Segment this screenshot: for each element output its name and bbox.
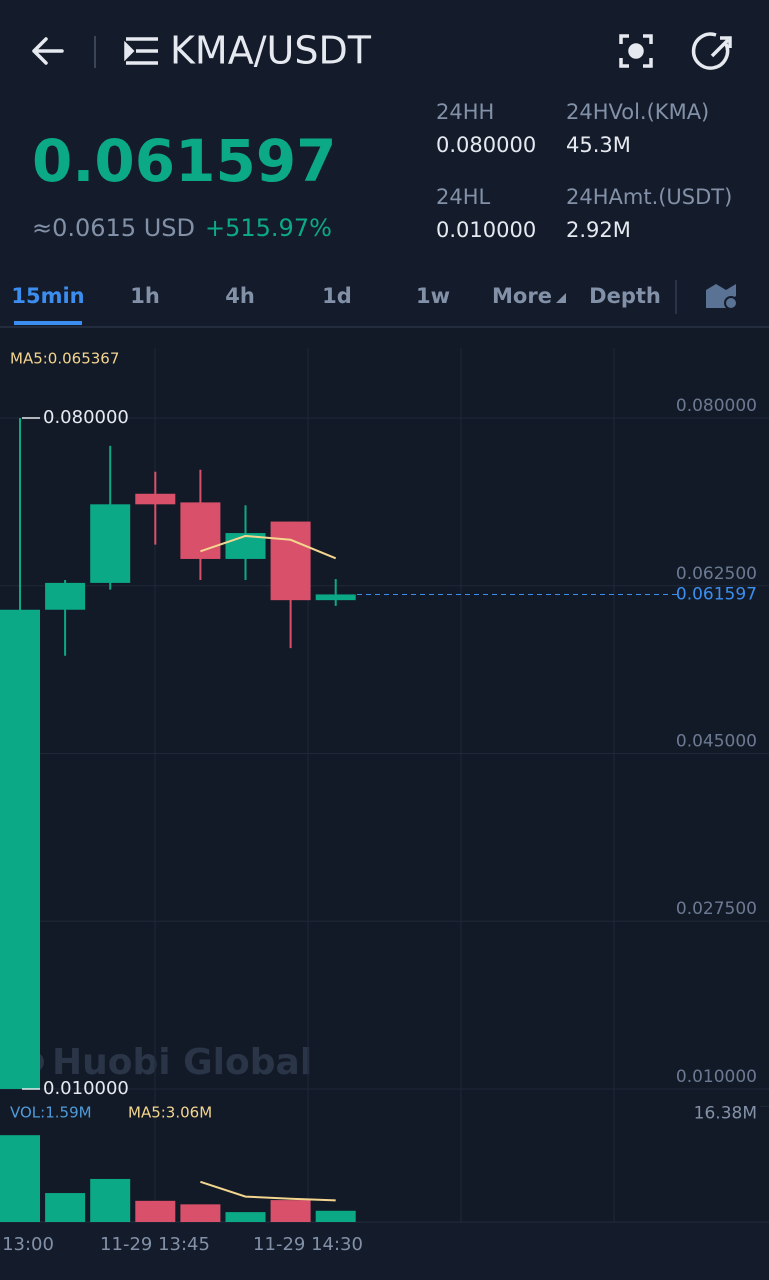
high-label: 0.080000 bbox=[43, 407, 129, 428]
y-tick-label: 0.062500 bbox=[676, 564, 757, 584]
stat-value: 45.3M bbox=[566, 133, 631, 157]
share-icon[interactable] bbox=[691, 32, 732, 70]
volume-bar bbox=[315, 1210, 356, 1222]
back-button[interactable] bbox=[32, 37, 64, 65]
candle-body bbox=[0, 609, 40, 1089]
y-tick-label: 16.38M bbox=[694, 1103, 757, 1123]
volume-title: VOL:1.59M bbox=[10, 1104, 92, 1122]
y-tick-label: 0.080000 bbox=[676, 396, 757, 416]
low-label: 0.010000 bbox=[43, 1078, 129, 1099]
candle-body bbox=[270, 521, 311, 601]
time-axis bbox=[0, 1222, 769, 1280]
stat-value: 0.010000 bbox=[436, 218, 536, 242]
tab[interactable]: More bbox=[492, 284, 552, 308]
change: +515.97% bbox=[205, 214, 332, 242]
legend-entry: MA5:3.06M bbox=[128, 1104, 212, 1122]
tab[interactable]: 1w bbox=[416, 284, 450, 308]
last-price: 0.061597 bbox=[32, 127, 337, 195]
candle-body bbox=[45, 582, 86, 610]
volume-bar bbox=[45, 1193, 86, 1222]
tab[interactable]: 1h bbox=[130, 284, 160, 308]
x-tick-label: 11-29 13:45 bbox=[100, 1234, 210, 1255]
volume-bar bbox=[135, 1200, 176, 1222]
volume-bar bbox=[225, 1212, 266, 1222]
candle-body bbox=[90, 504, 131, 583]
tab-active[interactable]: 15min bbox=[11, 284, 84, 308]
dropdown-arrow bbox=[556, 293, 566, 303]
stat-value: 2.92M bbox=[566, 218, 631, 242]
candle-body bbox=[180, 502, 221, 559]
y-tick-label: 0.010000 bbox=[676, 1067, 757, 1087]
tab[interactable]: 1d bbox=[322, 284, 352, 308]
stat-value: 0.080000 bbox=[436, 133, 536, 157]
volume-bar bbox=[0, 1135, 40, 1222]
tab-underline bbox=[14, 321, 82, 325]
legend-entry: MA5:0.065367 bbox=[10, 350, 119, 368]
ma-line bbox=[200, 534, 337, 560]
volume-bar bbox=[270, 1200, 311, 1222]
volume-bar bbox=[180, 1204, 221, 1222]
candle-body bbox=[315, 594, 356, 601]
y-tick-label: 0.027500 bbox=[676, 899, 757, 919]
menu-icon[interactable] bbox=[124, 37, 158, 65]
stat-label: 24HAmt.(USDT) bbox=[566, 185, 732, 209]
candle-body bbox=[135, 493, 176, 505]
x-tick-label: 13:00 bbox=[2, 1234, 54, 1255]
pair-title[interactable]: KMA/USDT bbox=[170, 29, 372, 73]
screenshot-icon[interactable] bbox=[619, 34, 653, 68]
stat-label: 24HH bbox=[436, 100, 494, 124]
chart-background bbox=[0, 328, 769, 1280]
x-tick-label: 11-29 14:30 bbox=[253, 1234, 363, 1255]
tab[interactable]: 4h bbox=[225, 284, 255, 308]
stat-label: 24HVol.(KMA) bbox=[566, 100, 709, 124]
last-price-label: 0.061597 bbox=[676, 584, 757, 604]
tab[interactable]: Depth bbox=[589, 284, 661, 308]
chart-settings-icon[interactable] bbox=[706, 284, 738, 310]
usd-price: ≈0.0615 USD bbox=[32, 214, 195, 242]
stat-label: 24HL bbox=[436, 185, 491, 209]
y-tick-label: 0.045000 bbox=[676, 732, 757, 752]
volume-bar bbox=[90, 1178, 131, 1222]
ma-line bbox=[200, 1180, 336, 1202]
watermark: Huobi Global bbox=[52, 1042, 312, 1083]
